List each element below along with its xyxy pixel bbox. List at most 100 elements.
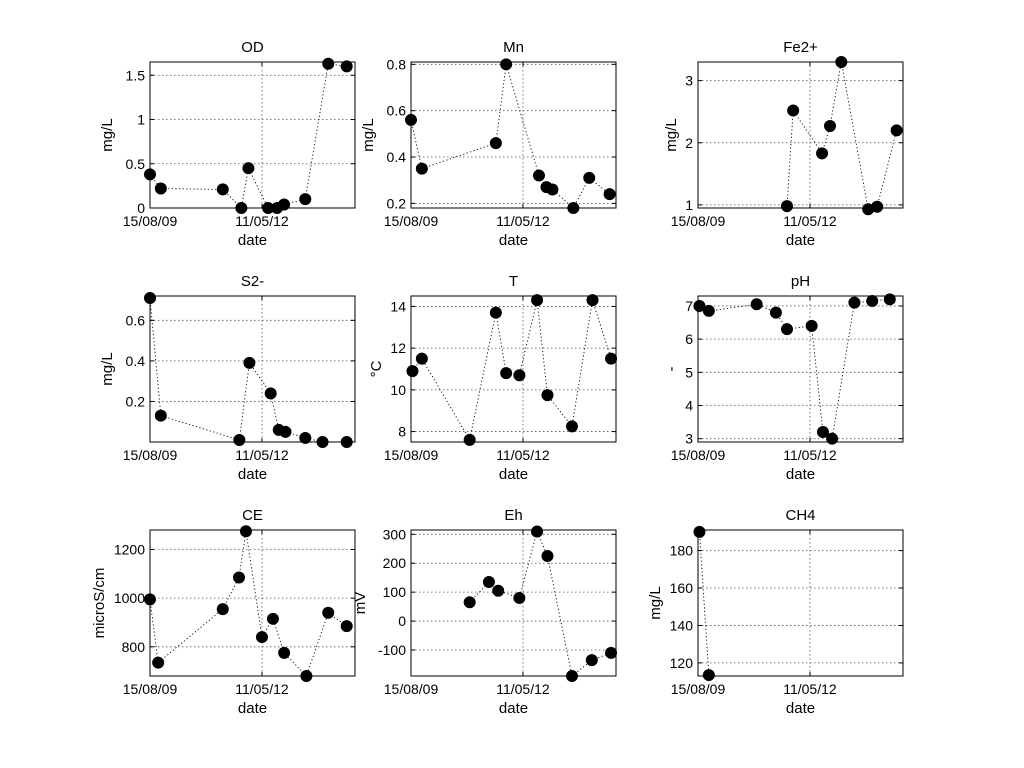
data-point (489, 137, 502, 150)
data-point (750, 298, 763, 311)
y-tick-label: 100 (383, 584, 407, 600)
data-point (513, 369, 526, 382)
y-tick-label: -100 (378, 642, 406, 658)
y-tick-label: 0.4 (387, 149, 407, 165)
plot-area (150, 530, 355, 676)
data-point (769, 306, 782, 319)
x-axis-label: date (238, 466, 267, 483)
data-point (500, 367, 513, 380)
data-point (781, 200, 794, 213)
data-point (299, 193, 312, 206)
data-point (546, 183, 559, 196)
data-point (406, 365, 419, 378)
data-point (255, 631, 268, 644)
x-tick-label: 15/08/09 (123, 681, 178, 697)
y-axis-label: mV (352, 592, 369, 615)
data-point (482, 576, 495, 589)
series-line (786, 61, 898, 210)
y-tick-label: 14 (390, 298, 406, 314)
y-tick-label: 0.5 (126, 156, 146, 172)
data-point (278, 646, 291, 659)
series-line (149, 531, 347, 677)
x-tick-label: 11/05/12 (235, 213, 289, 229)
x-tick-label: 11/05/12 (496, 213, 550, 229)
data-point (316, 436, 329, 448)
panel-ph: 3 4 5 6 7 15/08/09 11/05/12 pH date - (663, 273, 904, 483)
data-point (340, 620, 353, 633)
x-tick-label: 11/05/12 (783, 681, 837, 697)
series-line (149, 297, 347, 443)
y-tick-label: 0 (398, 613, 406, 629)
data-point (154, 182, 167, 195)
data-point (583, 171, 596, 184)
axes-frame (410, 529, 617, 677)
data-point (871, 200, 884, 213)
panel-od: 0 0.5 1 1.5 15/08/09 11/05/12 OD date mg/L (99, 39, 356, 249)
data-point (216, 183, 229, 196)
data-point (816, 426, 829, 439)
x-axis-label: date (786, 700, 815, 717)
panel-title: OD (241, 39, 264, 56)
y-tick-label: 0.8 (387, 56, 407, 72)
plot-area (698, 296, 903, 442)
x-tick-label: 15/08/09 (384, 213, 439, 229)
y-tick-label: 8 (398, 424, 406, 440)
y-tick-label: 0 (137, 200, 145, 216)
panel-ch4: 120 140 160 180 15/08/09 11/05/12 CH4 date mg/L (647, 507, 904, 717)
data-point (235, 202, 248, 214)
y-tick-label: 0.6 (387, 103, 407, 119)
data-point (233, 571, 246, 584)
y-tick-label: 3 (685, 73, 693, 89)
data-point (603, 188, 616, 201)
panel-title: Mn (503, 39, 524, 56)
panel-mn: 0.2 0.4 0.6 0.8 15/08/09 11/05/12 Mn date mg/L (360, 39, 617, 249)
data-point (541, 389, 554, 402)
y-tick-label: 0.6 (126, 312, 146, 328)
data-point (489, 306, 502, 319)
data-point (883, 293, 896, 306)
y-tick-label: 0.4 (126, 353, 146, 369)
x-axis-label: date (786, 232, 815, 249)
data-point (586, 294, 599, 307)
panel-s2: 0.2 0.4 0.6 15/08/09 11/05/12 S2- date mg/L (99, 273, 356, 483)
data-point (866, 294, 879, 307)
y-tick-label: 200 (383, 555, 407, 571)
y-axis-label: °C (368, 360, 385, 377)
data-point (340, 436, 353, 448)
data-point (781, 323, 794, 336)
y-tick-label: 10 (390, 382, 406, 398)
data-point (787, 104, 800, 117)
data-point (415, 162, 428, 175)
axes-frame (149, 61, 356, 209)
plot-area (698, 62, 903, 208)
series-line (412, 300, 612, 442)
panel-eh: -100 0 100 200 300 15/08/09 11/05/12 Eh date mV (352, 507, 618, 717)
data-point (531, 525, 544, 538)
axes-frame (149, 295, 356, 443)
plot-area (411, 62, 616, 208)
x-axis-label: date (499, 232, 528, 249)
data-point (816, 147, 829, 160)
data-point (565, 670, 578, 682)
x-tick-label: 15/08/09 (671, 447, 726, 463)
y-tick-label: 4 (685, 398, 693, 414)
plot-area (411, 296, 616, 442)
axes-frame (697, 295, 904, 443)
data-point (826, 432, 839, 445)
y-tick-label: 1200 (114, 541, 145, 557)
y-tick-label: 0.2 (387, 195, 407, 211)
y-tick-label: 1 (685, 197, 693, 213)
x-tick-label: 11/05/12 (235, 681, 289, 697)
data-point (216, 603, 229, 616)
data-point (702, 669, 715, 682)
data-point (239, 525, 252, 538)
data-point (322, 606, 335, 619)
y-axis-label: - (663, 367, 680, 372)
data-point (848, 296, 861, 309)
y-tick-label: 7 (685, 298, 693, 314)
data-point (415, 352, 428, 365)
y-axis-label: mg/L (99, 352, 116, 385)
panel-ce: 800 1000 1200 15/08/09 11/05/12 CE date microS/… (91, 507, 356, 717)
y-tick-label: 300 (383, 526, 407, 542)
data-point (824, 119, 837, 132)
